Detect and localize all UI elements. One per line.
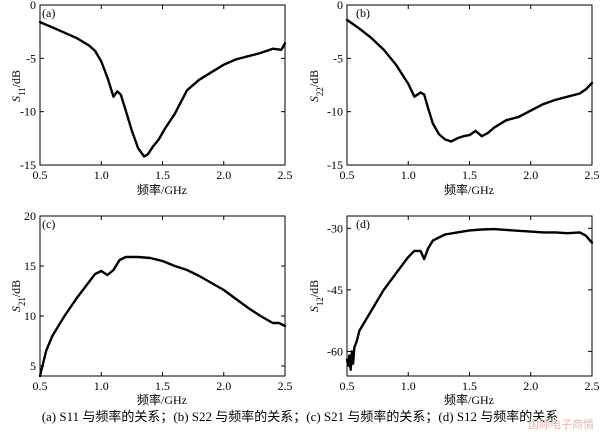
series-line <box>345 227 594 371</box>
plot-frame <box>39 215 286 377</box>
x-tick-label: 0.5 <box>33 379 48 393</box>
panel-tag: (b) <box>356 6 370 20</box>
x-tick-label: 1.5 <box>462 379 477 393</box>
x-tick-label: 0.5 <box>340 379 355 393</box>
plot-frame <box>39 4 286 166</box>
y-axis-unit: /dB <box>307 70 321 87</box>
series-line <box>38 20 287 158</box>
y-axis-subscript: 12 <box>315 297 325 306</box>
y-tick-label: -15 <box>327 158 343 172</box>
y-tick-label: 10 <box>24 309 36 323</box>
x-tick-label: 2.5 <box>278 379 293 393</box>
x-tick-label: 2.0 <box>523 168 538 182</box>
x-tick-label: 1.5 <box>155 379 170 393</box>
y-axis-subscript: 21 <box>17 297 27 306</box>
y-tick-label: 5 <box>30 359 36 373</box>
y-axis-symbol: S <box>9 306 23 312</box>
x-tick-label: 2.0 <box>523 379 538 393</box>
y-axis-symbol: S <box>307 306 321 312</box>
figure-caption: (a) S11 与频率的关系；(b) S22 与频率的关系；(c) S21 与频… <box>41 409 559 424</box>
panel-s21: (c) S21/dB 频率/GHz 0.5 1.0 1.5 2.0 2.5 5 10 15 20 <box>9 209 293 407</box>
x-tick-label: 2.0 <box>216 168 231 182</box>
y-axis-label: S12/dB <box>307 280 325 312</box>
x-tick-label: 1.0 <box>94 168 109 182</box>
x-tick-label: 1.0 <box>401 168 416 182</box>
y-axis-unit: /dB <box>9 280 23 297</box>
panel-tag: (a) <box>42 6 55 20</box>
y-tick-label: 0 <box>337 0 343 12</box>
y-tick-label: -60 <box>327 344 343 358</box>
x-tick-label: 0.5 <box>340 168 355 182</box>
x-axis-label: 频率/GHz <box>137 182 187 197</box>
x-tick-label: 1.5 <box>155 168 170 182</box>
y-tick-label: -10 <box>327 105 343 119</box>
watermark: 国际电子商情 <box>528 418 594 431</box>
x-tick-label: 1.5 <box>462 168 477 182</box>
x-tick-label: 2.5 <box>585 379 600 393</box>
y-tick-label: -15 <box>20 158 36 172</box>
x-axis-label: 频率/GHz <box>137 392 187 407</box>
y-tick-label: -5 <box>333 51 343 65</box>
y-tick-label: 20 <box>24 209 36 223</box>
y-tick-label: -45 <box>327 283 343 297</box>
plot-frame <box>346 4 593 166</box>
y-axis-unit: /dB <box>307 280 321 297</box>
y-axis-label: S21/dB <box>9 280 27 312</box>
x-axis-label: 频率/GHz <box>444 392 494 407</box>
y-tick-label: -30 <box>327 221 343 235</box>
x-tick-label: 2.5 <box>585 168 600 182</box>
x-tick-label: 1.0 <box>401 379 416 393</box>
y-axis-subscript: 11 <box>17 87 27 96</box>
y-tick-label: -10 <box>20 105 36 119</box>
panel-s12: (d) S12/dB 频率/GHz 0.5 1.0 1.5 2.0 2.5 -30 -45 -… <box>307 215 600 407</box>
y-axis-label: S22/dB <box>307 70 325 102</box>
y-tick-label: 15 <box>24 259 36 273</box>
plot-frame <box>346 215 593 377</box>
panel-s11: (a) S11/dB 频率/GHz 0.5 1.0 1.5 2.0 2.5 0 -5 -10 -… <box>9 0 293 197</box>
panel-tag: (c) <box>42 217 55 231</box>
panel-tag: (d) <box>356 217 370 231</box>
y-axis-subscript: 22 <box>315 87 325 96</box>
x-axis-label: 频率/GHz <box>444 182 494 197</box>
y-axis-unit: /dB <box>9 70 23 87</box>
x-tick-label: 2.0 <box>216 379 231 393</box>
series-line <box>345 18 594 143</box>
x-tick-label: 1.0 <box>94 379 109 393</box>
x-tick-label: 2.5 <box>278 168 293 182</box>
y-axis-symbol: S <box>307 96 321 102</box>
x-tick-label: 0.5 <box>33 168 48 182</box>
series-line <box>38 255 287 378</box>
y-axis-label: S11/dB <box>9 70 27 102</box>
panel-s22: (b) S22/dB 频率/GHz 0.5 1.0 1.5 2.0 2.5 0 -5 -10 -… <box>307 0 600 197</box>
y-tick-label: -5 <box>26 51 36 65</box>
y-tick-label: 0 <box>30 0 36 12</box>
y-axis-symbol: S <box>9 96 23 102</box>
